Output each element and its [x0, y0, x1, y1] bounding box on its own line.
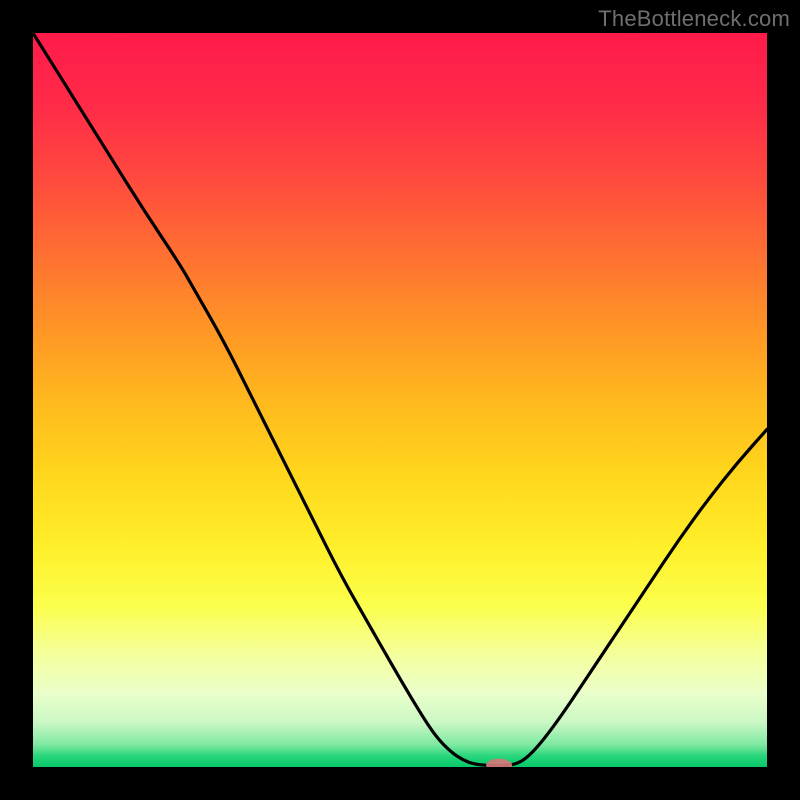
- plot-area: [33, 33, 767, 767]
- bottleneck-chart: TheBottleneck.com: [0, 0, 800, 800]
- chart-canvas: [0, 0, 800, 800]
- watermark-text: TheBottleneck.com: [598, 6, 790, 32]
